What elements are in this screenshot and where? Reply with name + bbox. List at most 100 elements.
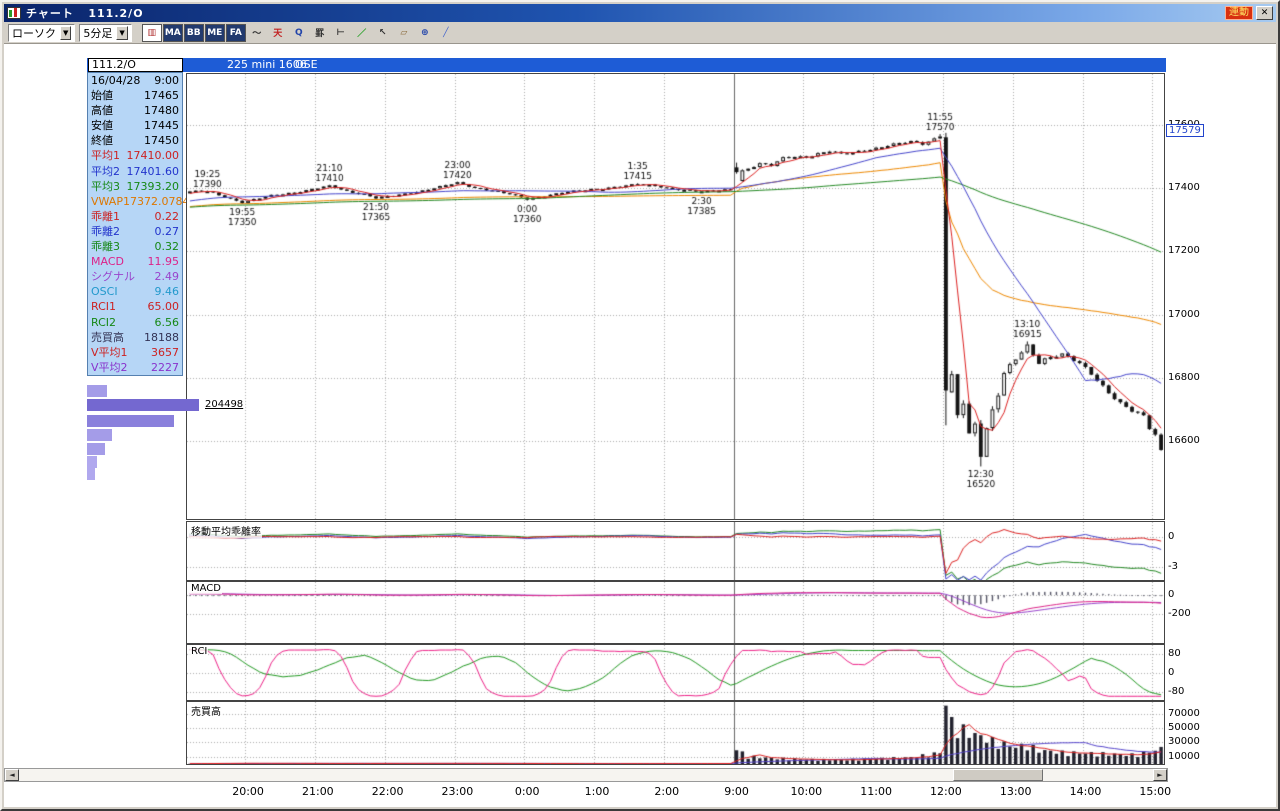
eraser-icon[interactable]: ▱: [393, 23, 414, 42]
macd-panel-canvas[interactable]: [187, 582, 1164, 643]
info-row: シグナル 2.49: [88, 269, 182, 284]
timeframe-dropdown[interactable]: 5分足 ▼: [79, 23, 132, 42]
panel-tick-label: -200: [1168, 607, 1191, 619]
time-tick-label: 14:00: [1069, 785, 1102, 798]
horizontal-scrollbar[interactable]: ◄ ►: [4, 768, 1168, 782]
close-button[interactable]: ✕: [1256, 6, 1273, 20]
panel-tick-label: 0: [1168, 666, 1175, 678]
panel-tick-label: 50000: [1168, 721, 1200, 733]
time-tick-label: 1:00: [584, 785, 610, 798]
info-row-label: RCI1: [91, 300, 117, 314]
info-row-value: 18188: [144, 330, 179, 344]
info-row: V平均1 3657: [88, 345, 182, 360]
symbol-input[interactable]: 111.2/O: [88, 58, 183, 72]
volume-panel-frame: [186, 701, 1165, 765]
rci-panel-label: RCI: [190, 646, 209, 657]
chevron-down-icon[interactable]: ▼: [60, 25, 72, 40]
info-row-label: 乖離1: [91, 209, 120, 223]
info-row: 乖離2 0.27: [88, 224, 182, 239]
draw-line-icon[interactable]: ／: [351, 23, 372, 42]
info-row: 平均1 17410.00: [88, 148, 182, 163]
info-row-label: 乖離3: [91, 240, 120, 254]
volume-profile-bar: [87, 468, 95, 481]
app-icon: [7, 7, 21, 19]
info-row-value: 17465: [144, 89, 179, 103]
zoom-icon[interactable]: ⊕: [414, 23, 435, 42]
volume-profile-bar: [87, 455, 98, 468]
price-tick-label: 17400: [1168, 181, 1200, 193]
bb-indicator-icon[interactable]: BB: [183, 23, 204, 42]
time-tick-label: 11:00: [860, 785, 892, 798]
time-tick-label: 13:00: [999, 785, 1032, 798]
info-row-value: 17450: [144, 134, 179, 148]
macd-panel-label: MACD: [190, 583, 222, 594]
info-row: RCI1 65.00: [88, 299, 182, 314]
content-area: 111.2/O 225 mini 1606 OSE 16/04/28 9:00 始値…: [4, 44, 1276, 807]
panel-tick-label: 10000: [1168, 750, 1200, 762]
info-row-label: 乖離2: [91, 224, 120, 238]
main-chart-frame: [186, 73, 1165, 520]
time-tick-label: 0:00: [514, 785, 540, 798]
fa-indicator-icon[interactable]: FA: [225, 23, 246, 42]
info-row-label: 平均3: [91, 179, 120, 193]
info-row: 終値 17450: [88, 133, 182, 148]
info-row-label: RCI2: [91, 315, 117, 329]
rci-panel-canvas[interactable]: [187, 645, 1164, 700]
volume-panel-canvas[interactable]: [187, 702, 1164, 764]
scroll-right-arrow[interactable]: ►: [1153, 769, 1167, 781]
info-row: 乖離3 0.32: [88, 239, 182, 254]
info-row: VWAP 17372.0784: [88, 194, 189, 209]
info-row-datetime: 16/04/28 9:00: [88, 73, 182, 88]
keisen-icon[interactable]: 罫: [309, 23, 330, 42]
instrument-header-bar: 111.2/O 225 mini 1606 OSE: [87, 58, 1166, 72]
info-row-value: 65.00: [147, 300, 180, 314]
scroll-left-arrow[interactable]: ◄: [5, 769, 19, 781]
cursor-icon[interactable]: ↖: [372, 23, 393, 42]
info-row-value: 17372.0784: [122, 194, 190, 208]
info-row-label: V平均1: [91, 345, 128, 359]
chart-type-dropdown-label: ローソク: [12, 26, 56, 40]
toolbar-icon-group: ▥ MA BB ME FA 〜天 Q 罫 ⊢ ／ ↖ ▱ ⊕ ╱: [141, 23, 457, 42]
deviation-panel-frame: [186, 521, 1165, 581]
info-row: 売買高 18188: [88, 330, 182, 345]
info-row-value: 2227: [151, 360, 179, 374]
info-row: RCI2 6.56: [88, 315, 182, 330]
time-tick-label: 12:00: [930, 785, 962, 798]
chevron-down-icon[interactable]: ▼: [116, 25, 128, 40]
volume-profile-bar: [87, 414, 175, 427]
candle-style-icon[interactable]: ▥: [141, 23, 162, 42]
gauge-icon[interactable]: ⊢: [330, 23, 351, 42]
info-row-label: 売買高: [91, 330, 124, 344]
search-q-icon[interactable]: Q: [288, 23, 309, 42]
scrollbar-thumb[interactable]: [952, 769, 1043, 781]
price-tick-label: 16800: [1168, 371, 1200, 383]
price-tick-label: 17600: [1168, 119, 1203, 130]
info-row-value: 9.46: [154, 285, 180, 299]
chart-type-dropdown[interactable]: ローソク ▼: [8, 23, 76, 42]
info-row: MACD 11.95: [88, 254, 182, 269]
time-tick-label: 23:00: [441, 785, 474, 798]
ma-indicator-icon[interactable]: MA: [162, 23, 183, 42]
price-tick-label: 16600: [1168, 435, 1200, 447]
zigzag-chart-icon[interactable]: 〜: [246, 23, 267, 42]
toolbar: ローソク ▼ 5分足 ▼ ▥ MA BB ME FA 〜天 Q 罫 ⊢ ／ ↖ ▱ ⊕ ╱: [4, 22, 1276, 44]
info-row-value: 3657: [151, 345, 179, 359]
last-price-badge: 17579: [1166, 124, 1204, 138]
time-tick-label: 22:00: [371, 785, 404, 798]
info-row-value: 17480: [144, 104, 179, 118]
info-row: 平均3 17393.20: [88, 179, 182, 194]
info-row-label: 平均2: [91, 164, 120, 178]
info-row-label: V平均2: [91, 360, 128, 374]
info-row-label: 高値: [91, 104, 113, 118]
instrument-name: 225 mini 1606: [227, 58, 307, 71]
info-row-label: MACD: [91, 255, 124, 269]
deviation-panel-canvas[interactable]: [187, 522, 1164, 580]
time-tick-label: 9:00: [724, 785, 749, 798]
panel-tick-label: 80: [1168, 648, 1181, 660]
trend-tool-icon[interactable]: ╱: [435, 23, 456, 42]
link-button[interactable]: 連動: [1225, 6, 1253, 20]
me-indicator-icon[interactable]: ME: [204, 23, 225, 42]
tentei-icon[interactable]: 天: [267, 23, 288, 42]
main-chart-canvas[interactable]: [187, 74, 1164, 519]
